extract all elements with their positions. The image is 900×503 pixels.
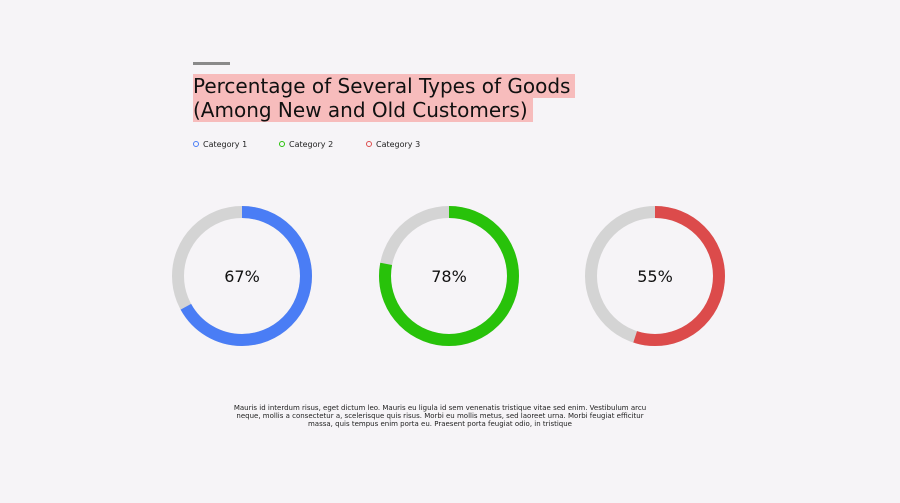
title-accent-bar — [193, 62, 230, 65]
legend-item-category-3: Category 3 — [366, 140, 446, 149]
donut-value-label: 67% — [224, 266, 260, 286]
chart-title: Percentage of Several Types of Goods (Am… — [193, 74, 576, 122]
legend-swatch-icon — [279, 141, 285, 147]
donut-arc — [379, 206, 519, 346]
donut-chart-category-2: 78% — [373, 200, 525, 352]
donut-arc — [172, 206, 312, 346]
legend-label: Category 2 — [289, 139, 334, 149]
legend-label: Category 1 — [203, 139, 248, 149]
donut-svg — [585, 206, 725, 346]
donut-chart-category-1: 67% — [166, 200, 318, 352]
donut-charts: 67% 78% 55% — [0, 200, 900, 352]
donut-value-label: 78% — [431, 266, 467, 286]
legend-swatch-icon — [193, 141, 199, 147]
legend-swatch-icon — [366, 141, 372, 147]
legend: Category 1 Category 2 Category 3 — [193, 138, 446, 150]
chart-title-line-2: (Among New and Old Customers) — [193, 98, 533, 122]
donut-chart-category-3: 55% — [579, 200, 731, 352]
legend-label: Category 3 — [376, 139, 421, 149]
legend-item-category-2: Category 2 — [279, 140, 366, 149]
description-text: Mauris id interdum risus, eget dictum le… — [233, 404, 647, 428]
donut-svg — [172, 206, 312, 346]
donut-arc — [585, 206, 725, 346]
chart-title-line-1: Percentage of Several Types of Goods — [193, 74, 576, 98]
donut-value-label: 55% — [637, 266, 673, 286]
donut-svg — [379, 206, 519, 346]
legend-item-category-1: Category 1 — [193, 140, 279, 149]
